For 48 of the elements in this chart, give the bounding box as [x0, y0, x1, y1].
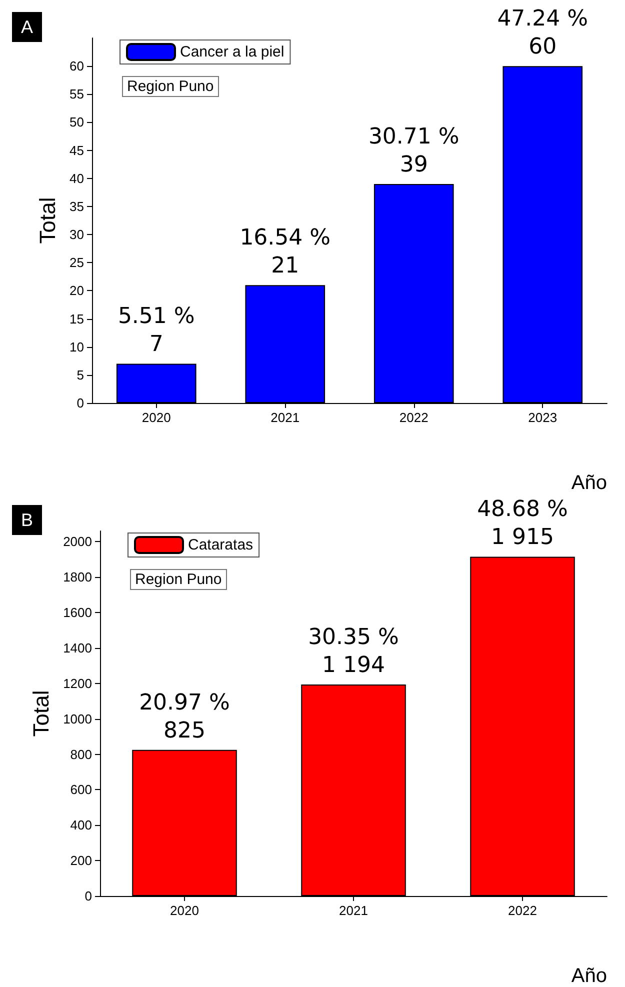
y-tick-label: 10 — [70, 339, 84, 354]
data-label: 30.35 % 1 194 — [308, 624, 399, 678]
y-tick-label: 600 — [70, 782, 92, 798]
y-tick-label: 400 — [70, 818, 92, 833]
y-tick-label: 800 — [70, 746, 92, 762]
x-tick-label: 2020 — [142, 410, 171, 425]
y-tick-label: 1400 — [63, 640, 92, 656]
x-tick-label: 2022 — [508, 903, 537, 918]
y-tick-label: 30 — [70, 227, 84, 242]
data-label: 5.51 % 7 — [118, 304, 195, 358]
y-tick-label: 5 — [76, 367, 84, 382]
y-tick-label: 20 — [70, 283, 84, 298]
y-tick-label: 1800 — [63, 570, 92, 585]
data-label: 16.54 % 21 — [240, 226, 331, 279]
data-label: 20.97 % 825 — [139, 690, 230, 744]
y-tick-label: 35 — [70, 198, 84, 214]
y-tick-label: 60 — [70, 58, 84, 74]
legend-label: Cancer a la piel — [180, 44, 284, 60]
y-tick-label: 0 — [76, 396, 84, 410]
y-axis-title: Total — [35, 197, 60, 244]
y-tick-label: 200 — [70, 853, 92, 868]
x-tick-label: 2023 — [528, 410, 558, 425]
annotation: Region Puno — [135, 571, 222, 588]
x-tick-label: 2020 — [170, 903, 199, 918]
y-tick-label: 55 — [70, 86, 84, 102]
x-tick-label: 2021 — [270, 410, 300, 425]
x-tick-label: 2021 — [339, 903, 368, 918]
data-label: 48.68 % 1 915 — [477, 497, 568, 550]
y-tick-label: 40 — [70, 170, 84, 186]
y-tick-label: 15 — [70, 311, 84, 326]
y-tick-label: 0 — [84, 888, 92, 904]
chart-title: B — [21, 510, 34, 530]
chart-title: A — [21, 17, 34, 37]
y-tick-label: 1000 — [63, 711, 92, 726]
y-tick-label: 50 — [70, 114, 84, 130]
legend-label: Cataratas — [188, 536, 254, 554]
data-label: 47.24 % 60 — [497, 6, 588, 60]
y-axis-title: Total — [28, 690, 54, 737]
x-axis-title: Año — [571, 472, 607, 494]
y-tick-label: 2000 — [63, 534, 92, 550]
data-label: 30.71 % 39 — [368, 124, 460, 178]
y-tick-label: 45 — [70, 142, 84, 158]
x-axis-title: Año — [571, 965, 607, 987]
y-tick-label: 25 — [70, 255, 84, 270]
annotation: Region Puno — [127, 78, 214, 95]
x-tick-label: 2022 — [399, 410, 428, 425]
y-tick-label: 1600 — [63, 605, 92, 620]
y-tick-label: 1200 — [63, 676, 92, 691]
